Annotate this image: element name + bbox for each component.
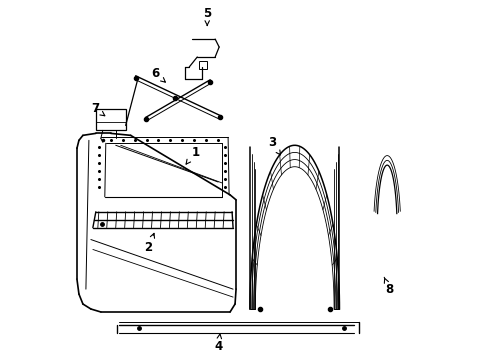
Text: 7: 7 — [91, 102, 105, 116]
Text: 3: 3 — [268, 136, 280, 155]
Text: 2: 2 — [145, 233, 154, 254]
Text: 5: 5 — [203, 7, 211, 26]
Bar — [96, 109, 125, 130]
Bar — [199, 61, 207, 69]
Text: 8: 8 — [384, 277, 393, 296]
Text: 1: 1 — [186, 146, 199, 164]
Text: 4: 4 — [214, 334, 222, 353]
Text: 6: 6 — [151, 67, 165, 82]
